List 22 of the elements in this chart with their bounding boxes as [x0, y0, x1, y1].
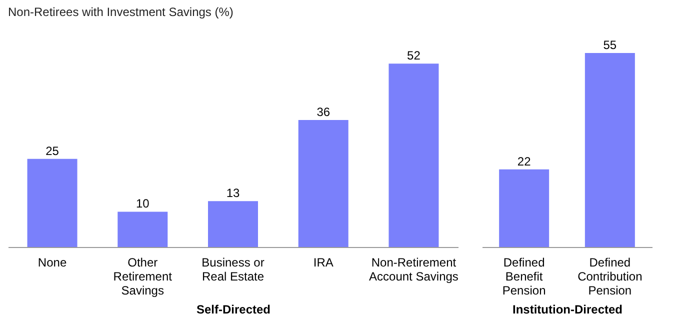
data-label: 25 — [46, 144, 60, 158]
data-label: 22 — [517, 154, 532, 168]
x-tick-label: Other Retirement Savings — [113, 256, 173, 298]
x-tick-label: Defined Benefit Pension — [502, 256, 546, 298]
bar — [118, 212, 168, 247]
x-tick-label: Defined Contribution Pension — [578, 256, 642, 298]
bar — [27, 158, 78, 247]
bar — [388, 64, 439, 247]
x-tick-label: None — [38, 256, 67, 270]
x-tick-label: Business or Real Estate — [202, 256, 264, 284]
x-axis-title: Institution-Directed — [512, 302, 622, 316]
bar — [208, 201, 258, 247]
x-axis-title: Self-Directed — [196, 302, 271, 316]
x-tick-label: IRA — [313, 256, 334, 270]
x-tick-label: Non-Retirement Account Savings — [369, 256, 458, 284]
data-label: 55 — [603, 38, 617, 52]
data-label: 52 — [407, 48, 421, 63]
data-label: 13 — [226, 186, 240, 200]
bar — [298, 120, 348, 247]
data-label: 10 — [136, 196, 150, 211]
chart-title: Non-Retirees with Investment Savings (%) — [8, 5, 234, 19]
data-label: 36 — [316, 105, 330, 120]
